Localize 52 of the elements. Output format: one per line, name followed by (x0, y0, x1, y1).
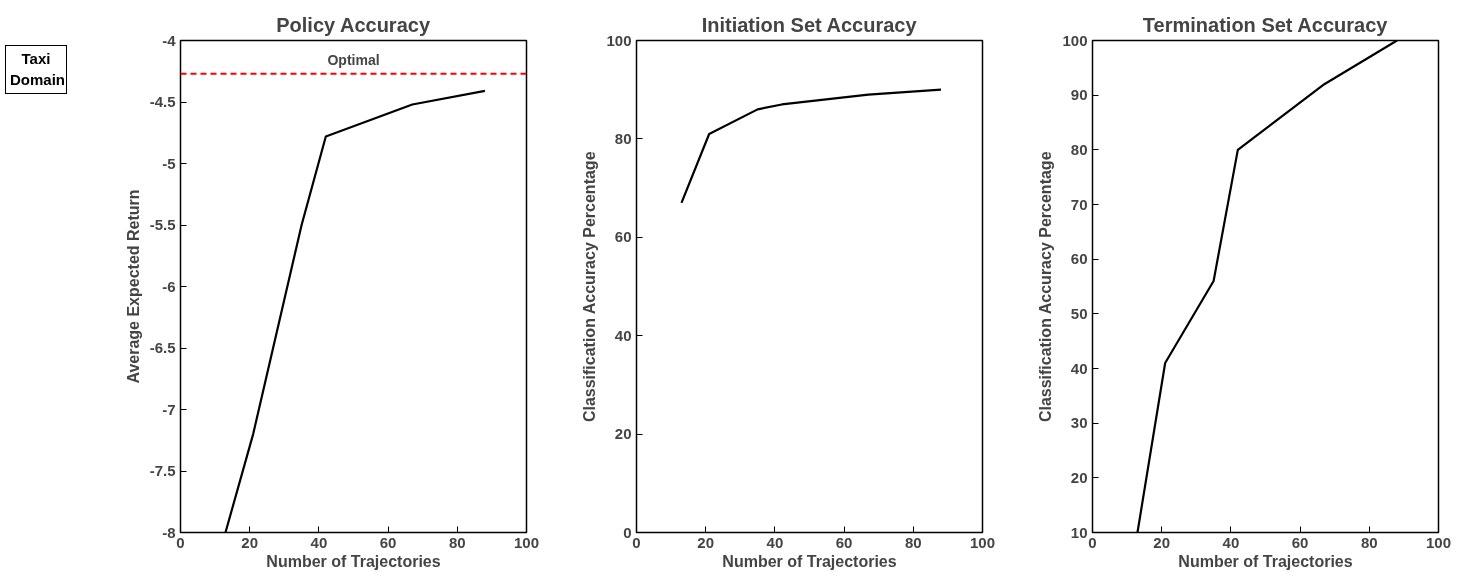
x-tick-label: 100 (1425, 533, 1452, 551)
chart-title: Policy Accuracy (276, 13, 431, 36)
x-tick-label: 100 (969, 533, 996, 551)
x-tick-label: 60 (1291, 533, 1309, 551)
y-tick-label: -4 (162, 31, 177, 49)
x-tick-label: 60 (835, 533, 853, 551)
x-tick-label: 20 (697, 533, 715, 551)
y-tick-label: -6.5 (149, 339, 176, 356)
y-tick-label: 100 (1062, 31, 1088, 49)
y-tick-label: 80 (614, 129, 632, 147)
x-tick-label: 80 (904, 533, 922, 551)
x-tick-label: 40 (1222, 533, 1240, 551)
y-tick-label: -4.5 (149, 93, 176, 110)
y-tick-label: 20 (614, 425, 632, 443)
y-tick-label: 40 (614, 326, 632, 344)
x-axis-title: Number of Trajectories (1178, 552, 1353, 570)
y-tick-label: 70 (1070, 195, 1088, 213)
x-tick-label: 80 (448, 533, 466, 551)
x-tick-label: 80 (1360, 533, 1378, 551)
x-tick-label: 20 (1153, 533, 1171, 551)
x-tick-label: 60 (379, 533, 397, 551)
y-tick-label: -7.5 (149, 462, 176, 479)
y-tick-label: 40 (1070, 359, 1088, 377)
y-tick-label: 20 (1070, 468, 1088, 486)
line-series (680, 88, 943, 204)
line-series (224, 89, 487, 533)
y-tick-label: 50 (1070, 304, 1088, 322)
y-axis-title: Classification Accuracy Percentage (581, 151, 599, 423)
x-axis-title: Number of Trajectories (722, 552, 897, 570)
y-tick-label: 80 (1070, 140, 1088, 158)
chart-title: Initiation Set Accuracy (701, 13, 918, 36)
x-tick-label: 20 (241, 533, 259, 551)
y-tick-label: 60 (614, 228, 632, 246)
x-axis-title: Number of Trajectories (266, 552, 441, 570)
y-tick-label: -5 (162, 154, 176, 172)
ref-line-label: Optimal (327, 51, 380, 68)
y-tick-label: -5.5 (149, 216, 176, 233)
y-tick-label: 10 (1070, 523, 1088, 541)
text: Taxi Domain (5, 45, 67, 94)
y-tick-label: 30 (1070, 414, 1088, 432)
y-tick-label: -8 (162, 523, 176, 541)
x-tick-label: 40 (766, 533, 784, 551)
y-axis-title: Classification Accuracy Percentage (1037, 151, 1055, 423)
x-tick-label: 100 (513, 533, 540, 551)
chart-title: Termination Set Accuracy (1142, 13, 1389, 36)
y-tick-label: 60 (1070, 250, 1088, 268)
y-tick-label: 90 (1070, 86, 1088, 104)
y-tick-label: -6 (162, 277, 176, 295)
x-tick-label: 40 (310, 533, 328, 551)
y-tick-label: -7 (162, 400, 176, 418)
y-axis-title: Average Expected Return (124, 189, 142, 384)
y-tick-label: 100 (606, 31, 632, 49)
